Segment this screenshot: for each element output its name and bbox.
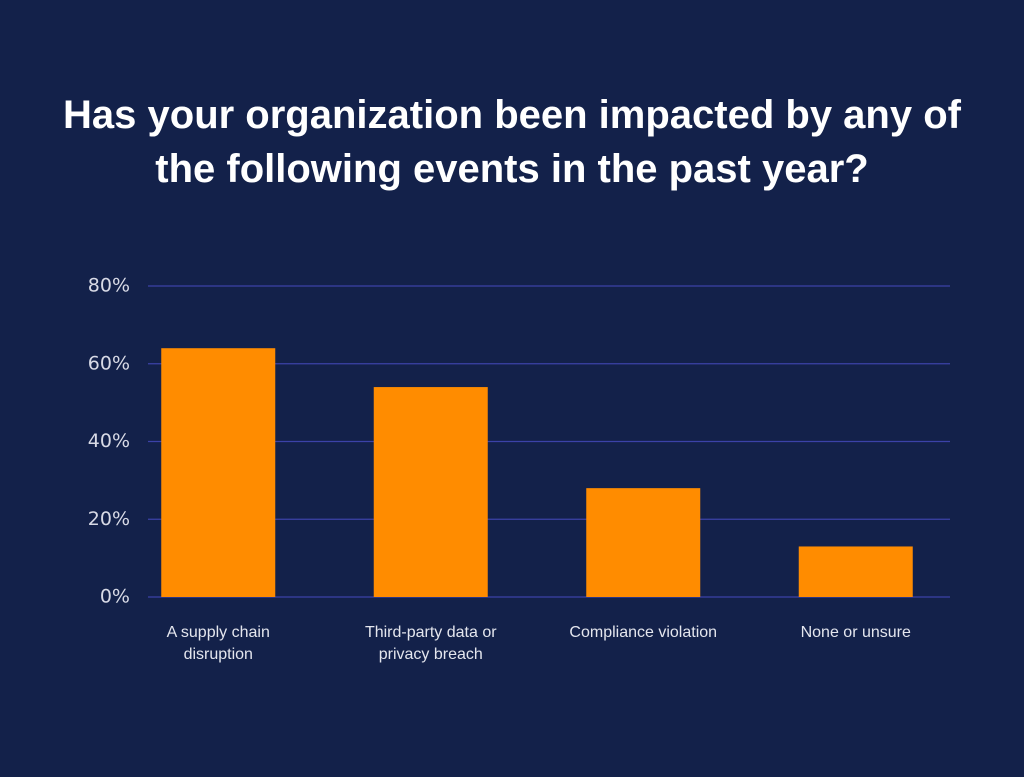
bar xyxy=(586,488,701,597)
bar xyxy=(373,387,488,597)
y-tick-label: 40% xyxy=(88,430,130,452)
y-tick-label: 0% xyxy=(100,586,130,608)
bar xyxy=(798,546,913,597)
y-tick-label: 80% xyxy=(88,275,130,297)
y-tick-label: 60% xyxy=(88,352,130,374)
x-tick-label: Third-party data or privacy breach xyxy=(364,624,497,663)
x-tick-label: None or unsure xyxy=(800,624,911,641)
y-tick-label: 20% xyxy=(88,508,130,530)
x-tick-label: A supply chain disruption xyxy=(166,624,270,663)
chart-title: Has your organization been impacted by a… xyxy=(63,93,961,191)
bar xyxy=(161,348,276,597)
x-tick-label: Compliance violation xyxy=(569,624,718,641)
